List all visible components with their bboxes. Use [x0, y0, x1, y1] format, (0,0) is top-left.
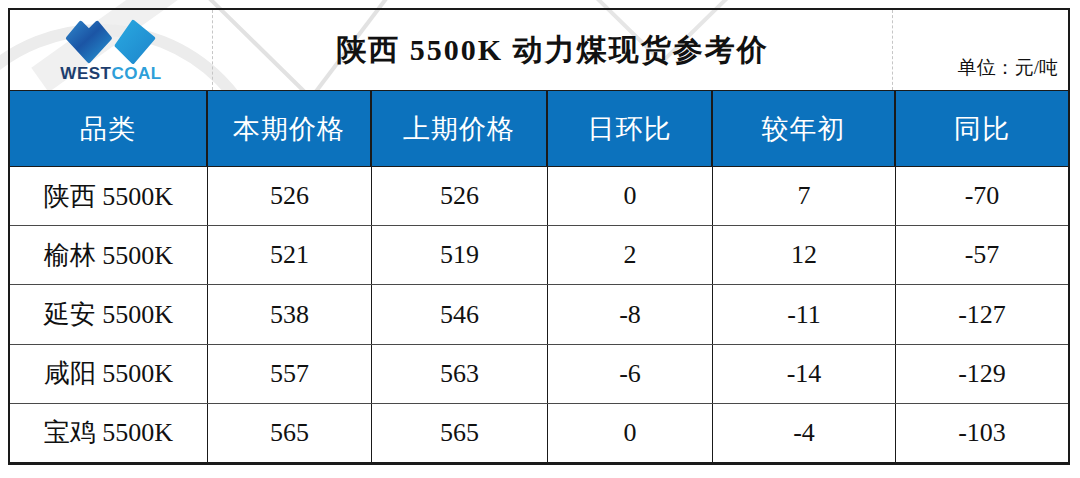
- table-row: 延安 5500K 538 546 -8 -11 -127: [10, 284, 1068, 343]
- category-cell: 延安 5500K: [10, 285, 208, 343]
- previous-price-cell: 519: [372, 226, 548, 284]
- table-row: 陕西 5500K 526 526 0 7 -70: [10, 166, 1068, 225]
- brand-word-coal: COAL: [111, 64, 161, 83]
- current-price-cell: 538: [208, 285, 372, 343]
- previous-price-cell: 546: [372, 285, 548, 343]
- brand-wordmark: WESTCOAL: [60, 65, 161, 82]
- header-band: WESTCOAL 陕西 5500K 动力煤现货参考价 单位：元/吨: [10, 10, 1068, 91]
- yoy-cell: -70: [896, 167, 1068, 225]
- yoy-cell: -129: [896, 345, 1068, 403]
- vs-year-start-cell: -4: [713, 404, 896, 462]
- table-row: 榆林 5500K 521 519 2 12 -57: [10, 225, 1068, 284]
- category-cell: 咸阳 5500K: [10, 345, 208, 403]
- daily-change-cell: -8: [548, 285, 713, 343]
- previous-price-cell: 563: [372, 345, 548, 403]
- page-title: 陕西 5500K 动力煤现货参考价: [336, 30, 768, 71]
- unit-label: 单位：元/吨: [958, 55, 1058, 81]
- column-header-daily-change: 日环比: [548, 91, 713, 166]
- previous-price-cell: 526: [372, 167, 548, 225]
- daily-change-cell: 0: [548, 404, 713, 462]
- category-cell: 宝鸡 5500K: [10, 404, 208, 462]
- category-cell: 榆林 5500K: [10, 226, 208, 284]
- yoy-cell: -103: [896, 404, 1068, 462]
- current-price-cell: 521: [208, 226, 372, 284]
- brand-logo: WESTCOAL: [10, 10, 213, 90]
- column-header-current-price: 本期价格: [208, 91, 372, 166]
- vs-year-start-cell: -11: [713, 285, 896, 343]
- unit-cell: 单位：元/吨: [893, 10, 1068, 90]
- column-header-vs-year-start: 较年初: [713, 91, 896, 166]
- title-cell: 陕西 5500K 动力煤现货参考价: [213, 10, 893, 90]
- previous-price-cell: 565: [372, 404, 548, 462]
- yoy-cell: -127: [896, 285, 1068, 343]
- vs-year-start-cell: 12: [713, 226, 896, 284]
- table-header-row: 品类 本期价格 上期价格 日环比 较年初 同比: [10, 91, 1068, 166]
- column-header-previous-price: 上期价格: [372, 91, 548, 166]
- vs-year-start-cell: 7: [713, 167, 896, 225]
- current-price-cell: 557: [208, 345, 372, 403]
- category-cell: 陕西 5500K: [10, 167, 208, 225]
- table-row: 宝鸡 5500K 565 565 0 -4 -103: [10, 403, 1068, 462]
- column-header-yoy: 同比: [896, 91, 1068, 166]
- yoy-cell: -57: [896, 226, 1068, 284]
- current-price-cell: 526: [208, 167, 372, 225]
- price-table-card: WESTCOAL 陕西 5500K 动力煤现货参考价 单位：元/吨 品类 本期价…: [8, 8, 1070, 465]
- daily-change-cell: 2: [548, 226, 713, 284]
- brand-word-west: WEST: [60, 64, 111, 83]
- daily-change-cell: -6: [548, 345, 713, 403]
- current-price-cell: 565: [208, 404, 372, 462]
- vs-year-start-cell: -14: [713, 345, 896, 403]
- table-row: 咸阳 5500K 557 563 -6 -14 -129: [10, 344, 1068, 403]
- column-header-category: 品类: [10, 91, 208, 166]
- westcoal-logo-icon: [59, 18, 163, 64]
- daily-change-cell: 0: [548, 167, 713, 225]
- table-body: 陕西 5500K 526 526 0 7 -70 榆林 5500K 521 51…: [10, 166, 1068, 462]
